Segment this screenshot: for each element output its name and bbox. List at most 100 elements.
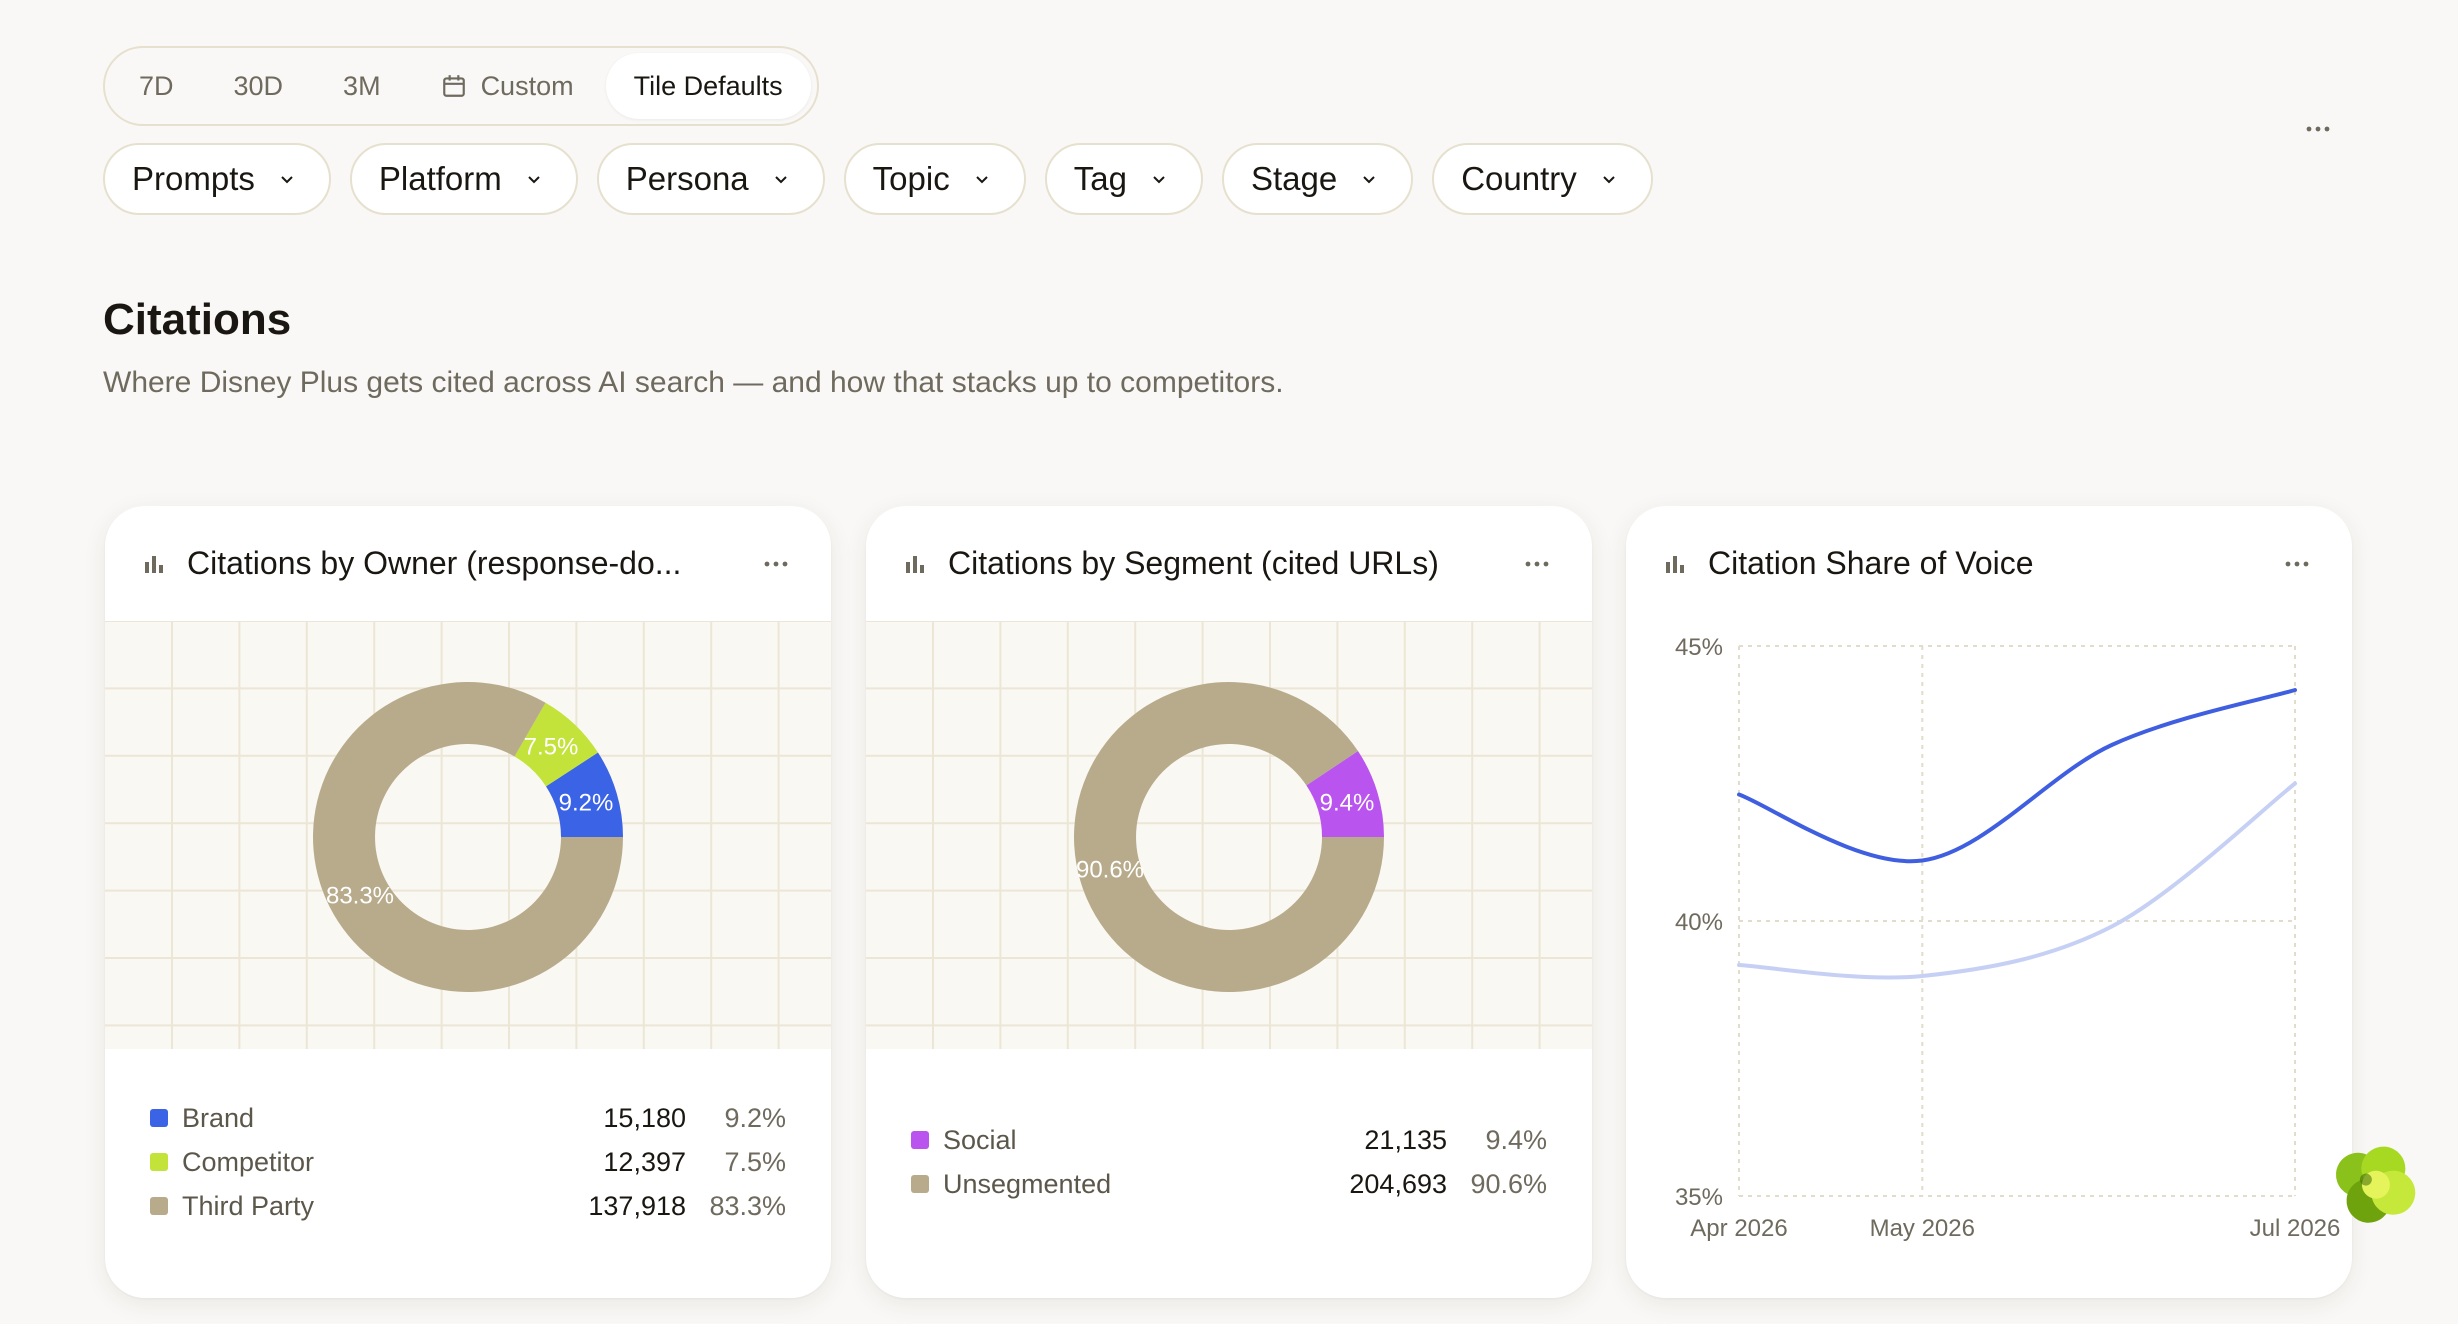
- segment-donut-svg: 9.4% 90.6%: [866, 620, 1592, 1049]
- slice-percent-label: 90.6%: [1076, 856, 1144, 883]
- filter-country-dropdown[interactable]: Country: [1432, 143, 1653, 215]
- legend-swatch: [150, 1197, 168, 1215]
- chevron-down-icon: [774, 176, 787, 184]
- legend-percent: 90.6%: [1470, 1168, 1547, 1199]
- legend-percent: 9.2%: [724, 1102, 786, 1133]
- filter-prompts-dropdown[interactable]: Prompts: [103, 143, 331, 215]
- chevron-down-icon: [1603, 176, 1615, 184]
- donut-slice-unsegmented[interactable]: [1074, 682, 1384, 993]
- filter-persona-dropdown[interactable]: Persona: [596, 143, 825, 215]
- legend-value: 137,918: [588, 1190, 686, 1221]
- legend-swatch: [150, 1153, 168, 1171]
- card-header: Citations by Owner (response-do...: [105, 506, 831, 621]
- donut-slice-brand[interactable]: [545, 752, 623, 837]
- legend-percent: 7.5%: [724, 1146, 786, 1177]
- owner-legend: Brand 15,180 9.2% Competitor 12,397 7.5%…: [105, 1096, 831, 1228]
- card-header: Citations by Segment (cited URLs): [866, 506, 1592, 621]
- filter-platform-dropdown[interactable]: Platform: [349, 143, 578, 215]
- more-horizontal-icon: [2285, 561, 2309, 566]
- more-horizontal-icon: [1525, 561, 1549, 566]
- chevron-down-icon: [281, 176, 293, 184]
- legend-label: Brand: [182, 1102, 255, 1133]
- bar-chart-icon: [906, 555, 924, 573]
- chevron-down-icon: [528, 176, 540, 184]
- filter-country-label: Country: [1461, 160, 1577, 197]
- range-30d-button[interactable]: 30D: [206, 53, 312, 119]
- card-more-button[interactable]: [1520, 549, 1554, 579]
- y-tick-label: 40%: [1675, 909, 1723, 936]
- filter-stage-label: Stage: [1250, 160, 1338, 197]
- section-subtitle: Where Disney Plus gets cited across AI s…: [103, 366, 1284, 399]
- card-title: Citations by Segment (cited URLs): [948, 545, 1439, 581]
- legend-value: 12,397: [603, 1146, 686, 1177]
- filter-tag-dropdown[interactable]: Tag: [1044, 143, 1203, 215]
- slice-percent-label: 7.5%: [524, 733, 579, 760]
- slice-percent-label: 9.2%: [559, 789, 614, 816]
- donut-slice-competitor[interactable]: [514, 702, 598, 787]
- chevron-down-icon: [1363, 176, 1375, 184]
- range-3m-label: 3M: [343, 70, 381, 101]
- card-title: Citations by Owner (response-do...: [187, 545, 682, 581]
- donut-slice-third-party[interactable]: [312, 682, 623, 992]
- range-custom-label: Custom: [480, 70, 574, 101]
- owner-donut-svg: 9.2% 7.5% 83.3%: [105, 620, 831, 1049]
- legend-swatch: [911, 1175, 929, 1193]
- legend-percent: 9.4%: [1485, 1124, 1547, 1155]
- filter-topic-dropdown[interactable]: Topic: [843, 143, 1026, 215]
- bar-chart-icon: [145, 555, 163, 573]
- slice-percent-label: 9.4%: [1320, 789, 1375, 816]
- more-horizontal-icon: [2306, 126, 2330, 132]
- slice-percent-label: 83.3%: [326, 882, 394, 909]
- range-tile-defaults-label: Tile Defaults: [633, 70, 783, 101]
- filter-prompts-label: Prompts: [132, 160, 255, 197]
- legend-row-social[interactable]: Social 21,135 9.4%: [911, 1118, 1547, 1162]
- card-more-button[interactable]: [2280, 549, 2314, 579]
- citation-share-of-voice-card: Citation Share of Voice 35% 40% 45% Apr 202…: [1626, 506, 2352, 1298]
- legend-row-brand[interactable]: Brand 15,180 9.2%: [150, 1096, 786, 1140]
- chevron-down-icon: [1153, 176, 1165, 184]
- date-range-selector: 7D 30D 3M Custom Tile Defaults: [103, 46, 819, 126]
- citations-by-segment-card: Citations by Segment (cited URLs) 9.4% 90…: [866, 506, 1592, 1298]
- range-custom-button[interactable]: Custom: [413, 53, 602, 119]
- card-header: Citation Share of Voice: [1626, 506, 2352, 621]
- range-3m-button[interactable]: 3M: [315, 53, 409, 119]
- y-tick-label: 35%: [1675, 1184, 1723, 1211]
- filter-persona-label: Persona: [625, 160, 749, 197]
- range-tile-defaults-button[interactable]: Tile Defaults: [605, 53, 811, 119]
- legend-label: Unsegmented: [943, 1168, 1112, 1199]
- range-7d-label: 7D: [139, 70, 174, 101]
- x-tick-label: May 2026: [1870, 1215, 1975, 1242]
- more-horizontal-icon: [764, 561, 788, 566]
- card-more-button[interactable]: [759, 549, 793, 579]
- legend-row-unsegmented[interactable]: Unsegmented 204,693 90.6%: [911, 1162, 1547, 1206]
- calendar-icon: [442, 75, 465, 97]
- legend-label: Competitor: [182, 1146, 315, 1177]
- grid: [105, 620, 831, 1049]
- legend-label: Third Party: [182, 1190, 315, 1221]
- legend-row-competitor[interactable]: Competitor 12,397 7.5%: [150, 1140, 786, 1184]
- owner-donut-chart: 9.2% 7.5% 83.3%: [105, 620, 831, 1049]
- assistant-logo-icon: [2336, 1146, 2416, 1223]
- legend-swatch: [911, 1131, 929, 1149]
- series-line-1[interactable]: [1737, 688, 2297, 864]
- share-of-voice-line-chart: 35% 40% 45% Apr 2026 May 2026 Jul 2026: [1675, 634, 2341, 1242]
- legend-percent: 83.3%: [709, 1190, 786, 1221]
- range-30d-label: 30D: [233, 70, 284, 101]
- range-7d-button[interactable]: 7D: [111, 53, 202, 119]
- legend-value: 204,693: [1349, 1168, 1447, 1199]
- bar-chart-icon: [1666, 555, 1684, 573]
- legend-value: 21,135: [1364, 1124, 1447, 1155]
- series-line-2[interactable]: [1737, 781, 2297, 980]
- filter-bar: Prompts Platform Persona Topic Tag Stage…: [103, 143, 1653, 215]
- section-title: Citations: [103, 295, 292, 344]
- assistant-launcher-button[interactable]: [2320, 1130, 2430, 1240]
- x-tick-label: Jul 2026: [2250, 1215, 2341, 1242]
- donut-slice-social[interactable]: [1306, 751, 1384, 837]
- card-title: Citation Share of Voice: [1708, 545, 2034, 581]
- filter-tag-label: Tag: [1073, 160, 1127, 197]
- chevron-down-icon: [976, 176, 988, 184]
- legend-swatch: [150, 1109, 168, 1127]
- page-more-button[interactable]: [2302, 114, 2334, 144]
- filter-stage-dropdown[interactable]: Stage: [1221, 143, 1414, 215]
- legend-row-third-party[interactable]: Third Party 137,918 83.3%: [150, 1184, 786, 1228]
